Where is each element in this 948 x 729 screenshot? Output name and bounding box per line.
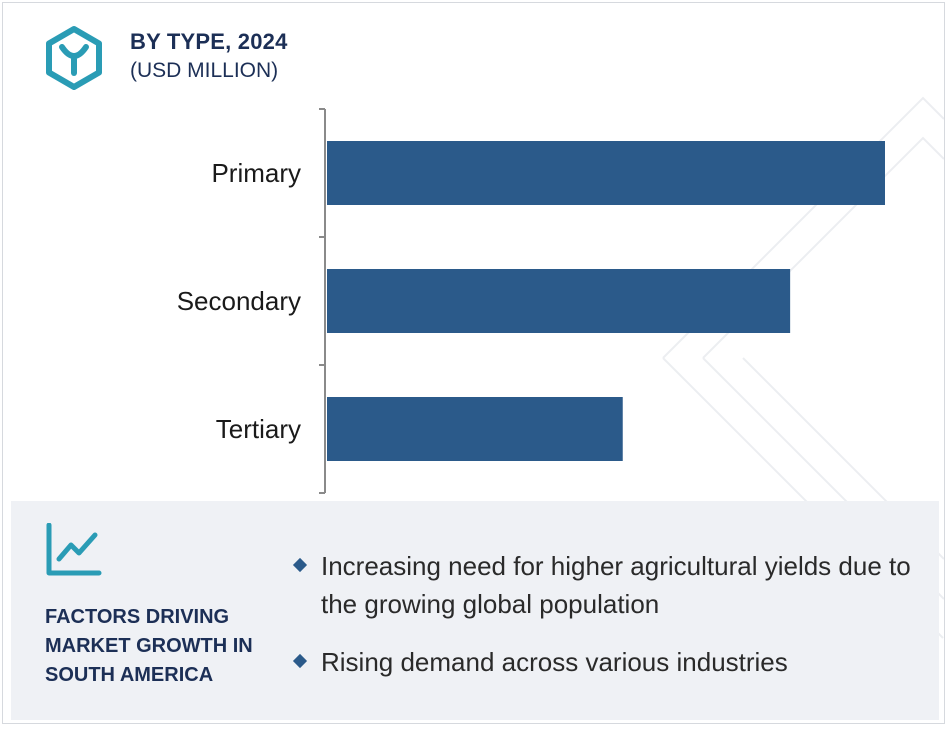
factor-item: Rising demand across various industries [291,643,911,681]
bar-tertiary [327,397,623,461]
trend-line-icon [46,523,102,576]
factor-text: Rising demand across various industries [321,647,788,677]
factors-panel: FACTORS DRIVING MARKET GROWTH IN SOUTH A… [11,501,939,720]
diamond-bullet-icon [292,557,308,573]
factor-item: Increasing need for higher agricultural … [291,547,911,623]
hexagon-y-logo-icon [46,26,102,90]
bar-chart: Primary Secondary Tertiary [177,108,885,494]
chart-subtitle: (USD MILLION) [130,59,279,82]
bar-secondary [327,269,791,333]
category-label: Primary [211,158,301,188]
diamond-bullet-icon [292,653,308,669]
bar-primary [327,141,885,205]
factor-text: Increasing need for higher agricultural … [321,551,911,619]
chart-title: BY TYPE, 2024 [130,29,288,54]
factors-title: FACTORS DRIVING MARKET GROWTH IN SOUTH A… [45,606,253,686]
category-label: Tertiary [216,414,301,444]
category-label: Secondary [177,286,301,316]
factors-list: Increasing need for higher agricultural … [291,547,911,701]
